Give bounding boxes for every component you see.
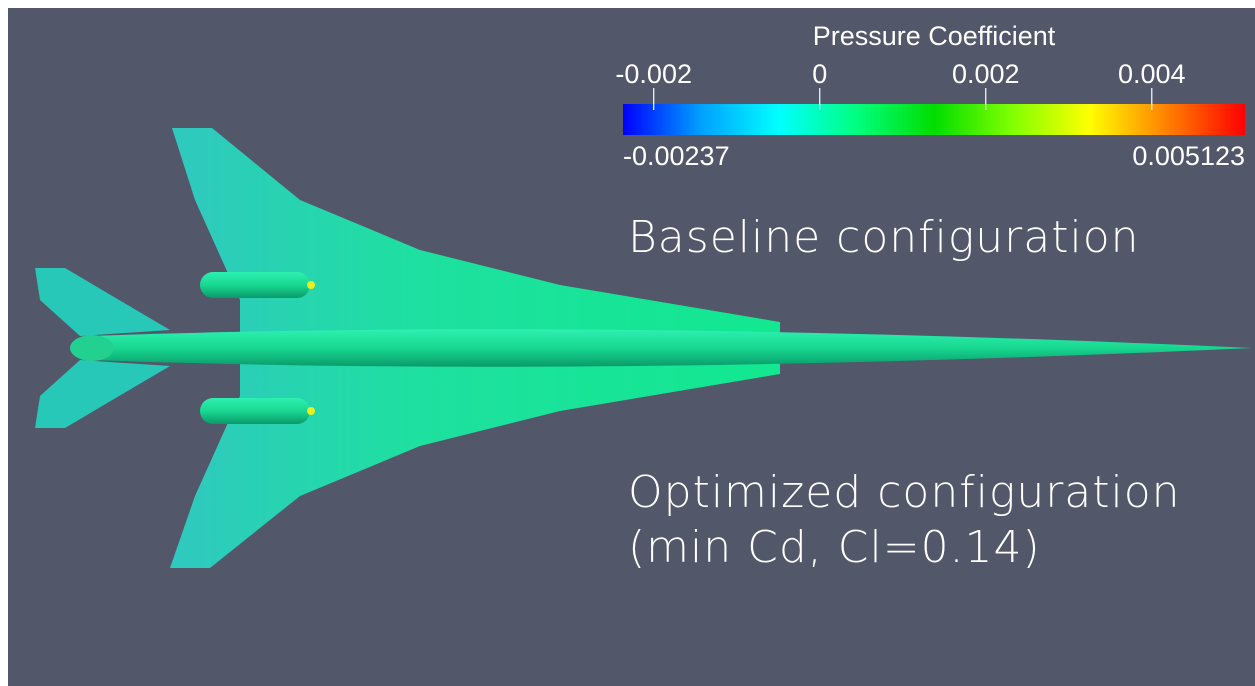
tail-cone	[70, 335, 114, 361]
viewport: Pressure Coefficient -0.002 0 0.002 0.004 -0…	[0, 0, 1255, 686]
lower-nacelle	[200, 398, 310, 424]
annotation: (min Cd, Cl=0.14)	[628, 522, 1041, 573]
upper-nacelle	[200, 272, 310, 298]
nozzle	[307, 281, 315, 289]
range-max-label: 0.005123	[1132, 141, 1245, 171]
nozzle	[307, 407, 315, 415]
tick-label: 0.002	[952, 59, 1020, 89]
annotation: Baseline configuration	[628, 212, 1140, 263]
tick-label: 0.004	[1118, 59, 1186, 89]
tick-label: -0.002	[615, 59, 692, 89]
annotation: Optimized configuration	[628, 467, 1181, 518]
range-min-label: -0.00237	[623, 141, 730, 171]
tick-label: 0	[812, 59, 827, 89]
colorbar-title: Pressure Coefficient	[813, 21, 1056, 51]
